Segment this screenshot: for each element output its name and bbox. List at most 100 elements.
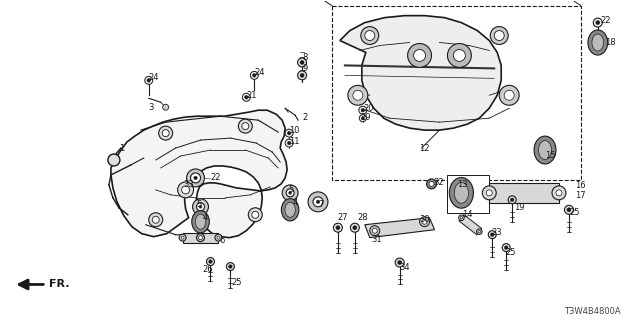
Circle shape <box>289 191 292 194</box>
Circle shape <box>429 181 434 186</box>
Ellipse shape <box>192 211 209 233</box>
Text: 5: 5 <box>288 185 293 194</box>
Circle shape <box>552 186 566 200</box>
Text: 7: 7 <box>318 200 323 209</box>
Text: 24: 24 <box>148 73 159 82</box>
Circle shape <box>564 205 573 214</box>
Text: 29: 29 <box>361 113 371 122</box>
Text: 15: 15 <box>545 150 556 160</box>
Circle shape <box>243 93 250 101</box>
Circle shape <box>250 71 259 79</box>
Text: 19: 19 <box>514 203 525 212</box>
Text: 3: 3 <box>148 103 154 112</box>
Text: 34: 34 <box>399 263 410 272</box>
Text: 16: 16 <box>575 181 586 190</box>
Circle shape <box>508 196 516 204</box>
Circle shape <box>217 236 220 239</box>
Text: 8: 8 <box>302 53 307 62</box>
Text: 33: 33 <box>184 180 195 189</box>
Circle shape <box>179 234 186 241</box>
Text: 21: 21 <box>246 91 257 100</box>
Circle shape <box>300 60 304 64</box>
Circle shape <box>228 265 232 268</box>
Circle shape <box>287 141 291 145</box>
Text: 27: 27 <box>337 213 348 222</box>
Text: 20: 20 <box>364 104 374 113</box>
Text: 22: 22 <box>211 173 221 182</box>
Circle shape <box>242 123 249 130</box>
Text: 13: 13 <box>458 180 468 189</box>
Circle shape <box>253 74 256 77</box>
Text: 17: 17 <box>575 191 586 200</box>
Text: 5: 5 <box>196 200 202 209</box>
Circle shape <box>248 208 262 222</box>
Circle shape <box>426 179 436 189</box>
Ellipse shape <box>538 140 552 159</box>
Text: 25: 25 <box>505 248 516 257</box>
Circle shape <box>413 50 426 61</box>
Circle shape <box>336 226 340 230</box>
Circle shape <box>209 260 212 263</box>
Circle shape <box>145 76 153 84</box>
Circle shape <box>316 200 320 204</box>
Circle shape <box>359 106 367 114</box>
Circle shape <box>353 90 363 100</box>
Circle shape <box>286 189 294 197</box>
Ellipse shape <box>534 136 556 164</box>
Text: 23: 23 <box>492 228 502 237</box>
Circle shape <box>182 186 189 194</box>
Text: 12: 12 <box>420 144 430 153</box>
Circle shape <box>148 213 163 227</box>
Circle shape <box>556 190 562 196</box>
Circle shape <box>196 234 205 242</box>
Circle shape <box>453 50 465 61</box>
Circle shape <box>460 217 463 219</box>
Circle shape <box>193 199 209 215</box>
Circle shape <box>490 27 508 44</box>
Circle shape <box>596 20 600 25</box>
Circle shape <box>365 31 375 41</box>
Circle shape <box>502 244 510 252</box>
Text: 6: 6 <box>220 236 225 245</box>
Circle shape <box>361 108 365 112</box>
Text: 25: 25 <box>569 208 579 217</box>
Circle shape <box>162 130 169 137</box>
Circle shape <box>488 231 496 239</box>
Circle shape <box>287 131 291 135</box>
Circle shape <box>181 236 184 239</box>
Circle shape <box>353 226 357 230</box>
Text: 28: 28 <box>358 213 369 222</box>
Ellipse shape <box>449 178 474 208</box>
Text: T3W4B4800A: T3W4B4800A <box>564 307 621 316</box>
Text: 22: 22 <box>601 16 611 25</box>
Text: 4: 4 <box>202 213 208 222</box>
Text: 18: 18 <box>605 38 616 47</box>
Circle shape <box>313 197 323 207</box>
Polygon shape <box>365 218 435 238</box>
Circle shape <box>244 95 248 99</box>
Bar <box>332 6 581 180</box>
Circle shape <box>370 226 380 236</box>
Circle shape <box>499 85 519 105</box>
Circle shape <box>422 219 427 224</box>
Polygon shape <box>182 233 218 243</box>
Circle shape <box>490 233 494 236</box>
Text: 14: 14 <box>462 210 473 219</box>
Text: 9: 9 <box>302 64 307 73</box>
Circle shape <box>447 44 471 68</box>
Circle shape <box>207 258 214 266</box>
Text: 1: 1 <box>119 144 124 153</box>
Circle shape <box>477 229 482 235</box>
Text: 11: 11 <box>289 137 300 146</box>
Circle shape <box>483 186 496 200</box>
Text: 25: 25 <box>232 278 242 287</box>
Polygon shape <box>111 110 287 238</box>
Text: 26: 26 <box>202 265 213 274</box>
Circle shape <box>252 211 259 218</box>
Text: 24: 24 <box>254 68 265 77</box>
Circle shape <box>300 73 304 77</box>
Circle shape <box>282 185 298 201</box>
Text: FR.: FR. <box>49 279 70 290</box>
Circle shape <box>285 139 293 147</box>
Polygon shape <box>340 16 501 130</box>
